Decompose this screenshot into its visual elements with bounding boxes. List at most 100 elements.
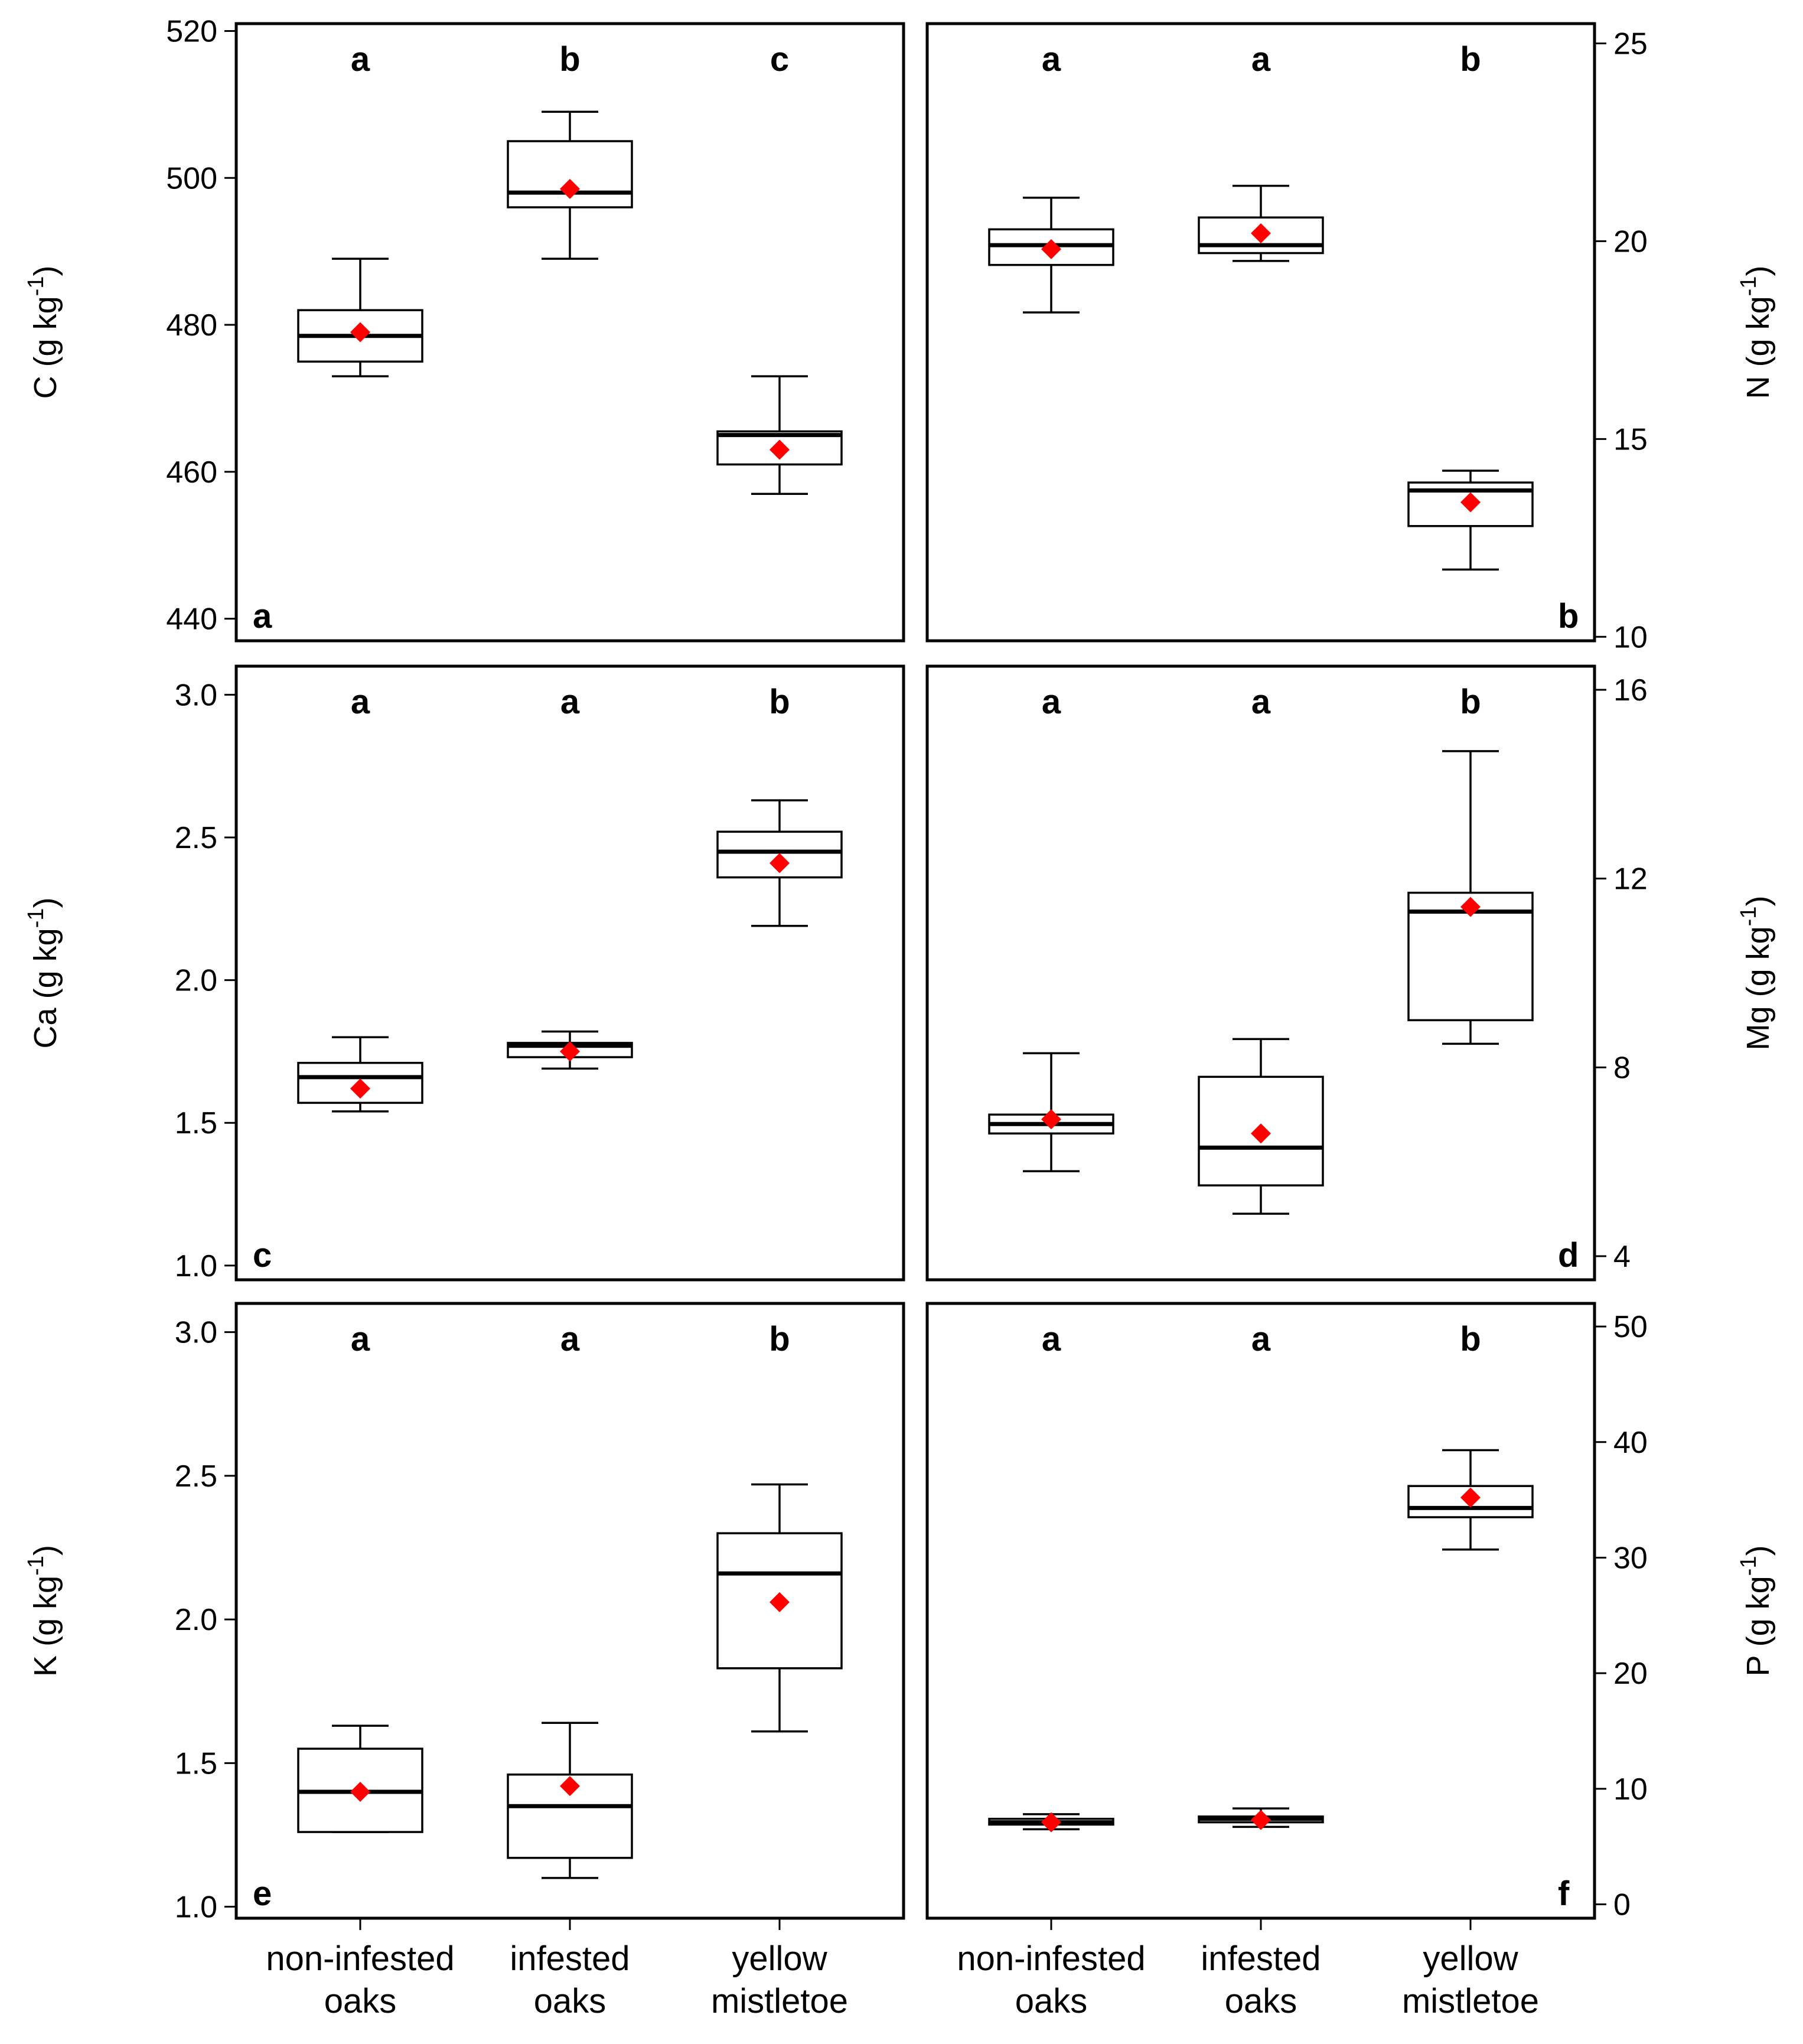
y-axis-title-superscript: -1	[1736, 276, 1761, 296]
y-axis-title-space	[1740, 367, 1776, 376]
y-axis-title-unit: (g kg	[28, 1576, 63, 1647]
significance-letter: a	[1251, 40, 1271, 79]
y-tick-label: 25	[1613, 27, 1648, 61]
box-plot-2	[507, 1722, 633, 1879]
y-axis-title-space	[28, 367, 63, 376]
y-axis-title: N (g kg-1)	[1736, 266, 1776, 399]
y-axis-title-unit: (g kg	[1740, 1576, 1776, 1647]
y-tick-label: 0	[1613, 1888, 1631, 1922]
y-tick-label: 20	[1613, 1657, 1648, 1691]
box-plot-1	[988, 1812, 1114, 1833]
x-category-label: non-infested	[957, 1939, 1145, 1978]
significance-letter: a	[1251, 1320, 1271, 1358]
panel-letter: f	[1558, 1875, 1570, 1913]
y-tick-label: 480	[166, 308, 217, 343]
significance-letter: b	[769, 1320, 790, 1358]
mean-marker	[1041, 1109, 1061, 1130]
mean-marker	[1251, 223, 1271, 244]
panel-frame	[234, 664, 905, 1282]
panel-letter: b	[1558, 597, 1579, 635]
y-axis-title-unit: (g kg	[1740, 926, 1776, 997]
box-plot-2	[1198, 1038, 1324, 1215]
x-category-label: oaks	[1225, 1982, 1297, 2020]
x-category-label: oaks	[534, 1982, 607, 2020]
box-plot-3	[716, 799, 843, 927]
y-tick-label: 2.0	[175, 1603, 217, 1637]
y-tick-label: 1.0	[175, 1890, 217, 1925]
significance-letter: a	[351, 683, 370, 721]
y-axis-title-unit: (g kg	[1740, 296, 1776, 367]
significance-letter: b	[1460, 40, 1481, 79]
y-axis-title-element: K	[28, 1655, 63, 1677]
y-axis-title: C (g kg-1)	[24, 266, 63, 399]
mean-marker	[350, 322, 370, 343]
box-plot-3	[1407, 1449, 1534, 1551]
y-axis-title-close: )	[1740, 896, 1776, 907]
box-plot-3	[1407, 470, 1534, 571]
x-category-label: infested	[510, 1939, 630, 1978]
x-category-label: infested	[1201, 1939, 1321, 1978]
y-axis-title-space	[28, 1647, 63, 1655]
box-plot-3	[716, 375, 843, 495]
y-axis-title-space	[1740, 1647, 1776, 1655]
box-plot-1	[297, 1036, 423, 1113]
y-axis-title-element: Ca	[28, 1007, 63, 1048]
y-tick-label: 2.0	[175, 964, 217, 998]
y-axis-title-close: )	[28, 1545, 63, 1556]
y-tick-label: 16	[1613, 673, 1648, 708]
y-axis-title-element: Mg	[1740, 1006, 1776, 1050]
significance-letter: a	[351, 40, 370, 79]
panel-frame	[925, 664, 1596, 1282]
panel-d: 4 8 12 16 Mg (g kg-1) d a a b	[925, 664, 1776, 1282]
y-axis-title: Mg (g kg-1)	[1736, 896, 1776, 1051]
y-tick-label: 8	[1613, 1051, 1631, 1085]
panel-e: 1.0 1.5 2.0 2.5 3.0 K (g kg-1) e a a b non-infeste…	[24, 1302, 905, 2020]
x-category-label: yellow	[1423, 1939, 1518, 1978]
y-axis-title: P (g kg-1)	[1736, 1546, 1776, 1677]
y-tick-label: 4	[1613, 1240, 1631, 1274]
y-tick-label: 520	[166, 14, 217, 48]
panel-letter: a	[253, 597, 272, 635]
box-plot-3	[716, 1483, 843, 1733]
significance-letter: b	[559, 40, 580, 79]
panel-a: 440 460 480 500 520 C (g kg-1) a a b c	[24, 14, 905, 643]
y-tick-label: 20	[1613, 224, 1648, 259]
x-category-label: mistletoe	[1402, 1982, 1539, 2020]
panel-frame	[234, 22, 905, 643]
mean-marker	[1460, 897, 1481, 917]
box-plot-1	[988, 196, 1114, 314]
box-plot-2	[1198, 184, 1324, 262]
y-tick-label: 10	[1613, 620, 1648, 654]
y-tick-label: 1.5	[175, 1746, 217, 1781]
box-plot-2	[507, 110, 633, 260]
y-axis-title-superscript: -1	[1736, 907, 1761, 927]
mean-marker	[350, 1078, 370, 1099]
y-tick-label: 30	[1613, 1541, 1648, 1575]
box-plot-1	[297, 1724, 423, 1833]
y-tick-label: 3.0	[175, 1316, 217, 1350]
significance-letter: a	[1042, 1320, 1061, 1358]
x-category-label: oaks	[324, 1982, 397, 2020]
y-axis-title-superscript: -1	[24, 276, 48, 296]
panel-letter: e	[253, 1875, 272, 1913]
y-axis-title-close: )	[1740, 1546, 1776, 1556]
x-category-label: yellow	[732, 1939, 827, 1978]
y-axis-title-element: P	[1740, 1655, 1776, 1676]
mean-marker	[1251, 1123, 1271, 1144]
y-tick-label: 3.0	[175, 678, 217, 712]
panel-c: 1.0 1.5 2.0 2.5 3.0 Ca (g kg-1) c a a b	[24, 664, 905, 1283]
y-tick-label: 12	[1613, 862, 1648, 897]
y-axis-title-space	[1740, 997, 1776, 1006]
mean-marker	[770, 853, 790, 873]
mean-marker	[560, 1776, 580, 1797]
mean-marker	[350, 1781, 370, 1802]
y-tick-label: 1.0	[175, 1249, 217, 1283]
y-tick-label: 2.5	[175, 821, 217, 855]
box-plot-3	[1407, 750, 1534, 1045]
significance-letter: a	[1042, 40, 1061, 79]
mean-marker	[1251, 1810, 1271, 1830]
y-axis-title-space	[28, 999, 63, 1008]
mean-marker	[560, 178, 580, 199]
